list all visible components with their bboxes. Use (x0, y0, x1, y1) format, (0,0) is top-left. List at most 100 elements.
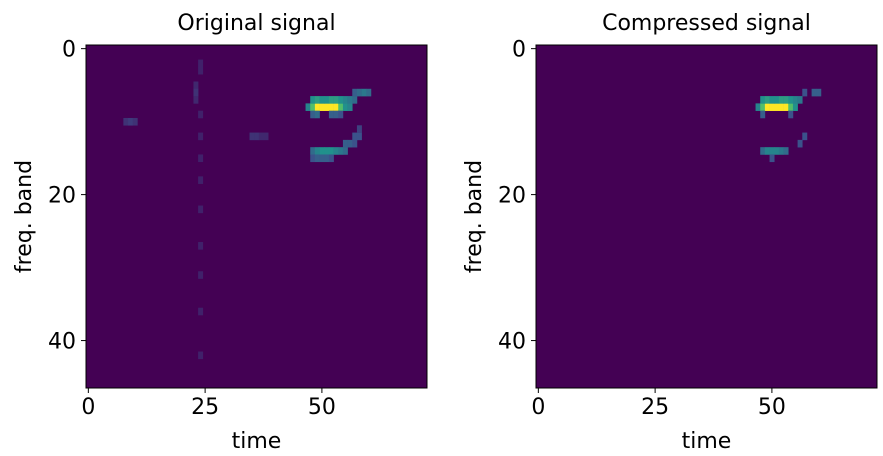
heatmap-cell (324, 147, 330, 155)
heatmap-cell (760, 110, 766, 119)
heatmap-cell (788, 103, 794, 111)
heatmap-cell (333, 96, 339, 104)
y-tick-label: 20 (48, 184, 76, 209)
chart-title: Compressed signal (602, 11, 811, 36)
y-axis-label: freq. band (12, 160, 37, 273)
heatmap-cell (328, 103, 334, 111)
heatmap-cell (778, 103, 784, 111)
heatmap-cell (769, 96, 775, 104)
heatmap-cell (128, 117, 134, 126)
heatmap-cell (356, 125, 362, 133)
x-tick-label: 50 (308, 395, 336, 420)
heatmap-cell (338, 103, 344, 111)
heatmap-cell (760, 103, 766, 111)
y-tick-label: 0 (62, 38, 76, 63)
heatmap-cell (338, 147, 344, 155)
plot-frame (85, 44, 428, 389)
heatmap-cell (198, 110, 204, 119)
y-axis-label: freq. band (462, 160, 487, 273)
heatmap-cell (324, 103, 330, 111)
heatmap-cell (310, 96, 316, 104)
heatmap-cell (193, 88, 199, 97)
heatmap-cell (774, 96, 780, 104)
heatmap-background (536, 45, 877, 388)
heatmap-cell (324, 154, 330, 163)
heatmap-cell (319, 154, 325, 163)
heatmap-cell (198, 176, 204, 184)
heatmap-cell (802, 88, 808, 97)
heatmap-background (86, 45, 427, 388)
heatmap-cell (333, 147, 339, 155)
heatmap-cell (193, 96, 199, 104)
heatmap-cell (132, 117, 138, 126)
heatmap-cell (797, 96, 803, 104)
heatmap-cell (788, 96, 794, 104)
heatmap-cell (783, 103, 789, 111)
heatmap-cell (314, 147, 320, 155)
y-tick-label: 40 (48, 330, 76, 355)
heatmap-cell (305, 103, 311, 111)
heatmap-cell (198, 154, 204, 163)
heatmap-cell (198, 132, 204, 141)
heatmap-cell (319, 103, 325, 111)
heatmap-cell (338, 110, 344, 119)
heatmap-cell (198, 205, 204, 214)
heatmap-cell (319, 147, 325, 155)
plot-frame (535, 44, 878, 389)
heatmap-cell (198, 59, 204, 68)
heatmap-cell (788, 110, 794, 119)
heatmap-cell (764, 96, 770, 104)
heatmap-cell (342, 139, 348, 148)
heatmap-cell (263, 132, 269, 141)
x-tick-label: 0 (81, 395, 95, 420)
heatmap-cell (755, 103, 761, 111)
heatmap-cell (193, 81, 199, 90)
heatmap-cell (324, 96, 330, 104)
x-tick-label: 25 (641, 395, 669, 420)
heatmap-cell (352, 88, 358, 97)
y-tick-label: 0 (512, 38, 526, 63)
heatmap-cell (802, 132, 808, 141)
heatmap-cell (347, 139, 353, 148)
heatmap-cell (254, 132, 260, 141)
heatmap-cell (314, 154, 320, 163)
heatmap-cell (123, 117, 129, 126)
heatmap-cell (816, 88, 822, 97)
heatmap-cell (328, 147, 334, 155)
heatmap-cell (333, 103, 339, 111)
heatmap-cell (347, 96, 353, 104)
x-tick-label: 25 (191, 395, 219, 420)
heatmap-cell (797, 139, 803, 148)
heatmap-cell (356, 88, 362, 97)
heatmap-cell (198, 66, 204, 75)
heatmap-cell (778, 147, 784, 155)
heatmap-cell (778, 96, 784, 104)
heatmap-cell (198, 242, 204, 250)
heatmap-cell (342, 103, 348, 111)
heatmap-cell (811, 88, 817, 97)
heatmap-cell (338, 96, 344, 104)
y-tick-label: 20 (498, 184, 526, 209)
heatmap-cell (774, 103, 780, 111)
heatmap-cell (356, 132, 362, 141)
x-axis-label: time (232, 429, 282, 454)
heatmap-cell (314, 103, 320, 111)
heatmap-cell (760, 147, 766, 155)
heatmap-cell (310, 147, 316, 155)
heatmap-cell (319, 96, 325, 104)
x-tick-label: 50 (758, 395, 786, 420)
heatmap-cell (366, 88, 372, 97)
heatmap-cell (352, 132, 358, 141)
heatmap-cell (310, 154, 316, 163)
heatmap-cell (310, 110, 316, 119)
heatmap-cell (774, 147, 780, 155)
heatmap-cell (760, 96, 766, 104)
heatmap-cell (314, 110, 320, 119)
chart-title: Original signal (177, 11, 335, 36)
heatmap-cell (198, 307, 204, 316)
heatmap-cell (249, 132, 255, 141)
heatmap-cell (314, 96, 320, 104)
heatmap-cell (328, 110, 334, 119)
heatmap-cell (361, 88, 367, 97)
